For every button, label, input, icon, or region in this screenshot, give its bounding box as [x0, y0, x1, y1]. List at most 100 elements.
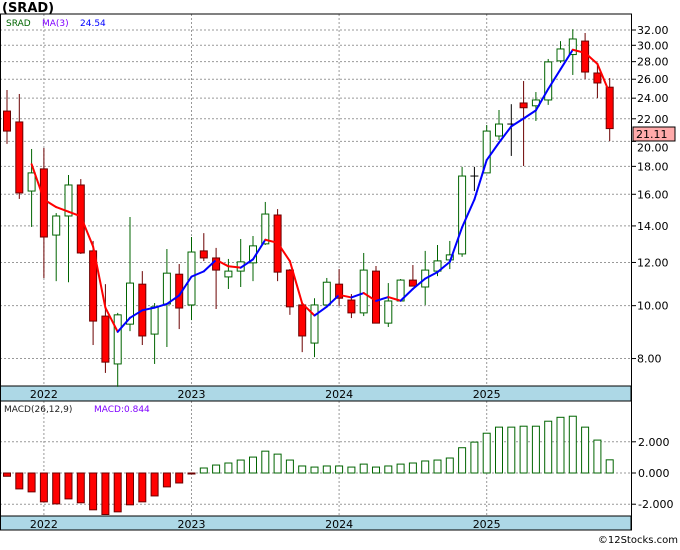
ma-segment — [227, 265, 242, 269]
candle — [482, 125, 491, 174]
macd-bar — [15, 472, 24, 490]
candle-body — [335, 283, 344, 299]
price-tick-label: 24.00 — [637, 92, 669, 105]
candle-body — [113, 314, 122, 365]
macd-tick-label: 0.000 — [638, 467, 670, 480]
macd-bar — [138, 472, 147, 503]
candle-body — [224, 270, 233, 278]
ma-segment — [387, 296, 402, 302]
ma-segment — [239, 258, 254, 269]
candle-body — [39, 168, 48, 238]
candle-body — [310, 304, 319, 344]
candle — [113, 312, 122, 387]
price-tick-label: 20.00 — [637, 141, 669, 154]
macd-bar — [162, 472, 171, 488]
macd-bar — [544, 420, 553, 474]
macd-bar — [531, 425, 540, 474]
x-axis-band-top — [0, 385, 632, 402]
ma-segment — [92, 245, 107, 309]
ma-segment — [116, 316, 131, 333]
macd-tick-label: 2.000 — [638, 436, 670, 449]
year-label: 2022 — [30, 388, 58, 401]
ma-segment — [276, 241, 291, 263]
macd-bar — [261, 450, 270, 474]
chart-title: (SRAD) — [2, 1, 54, 16]
macd-bar — [76, 472, 85, 504]
candle — [212, 247, 221, 310]
macd-bar — [458, 447, 467, 474]
macd-bar — [298, 465, 307, 474]
ma-segment — [596, 62, 611, 95]
candle — [322, 277, 331, 306]
macd-bar — [249, 456, 257, 474]
ma-segment — [399, 287, 414, 302]
ma-segment — [202, 258, 218, 273]
macd-bar — [347, 466, 356, 474]
price-tick-label: 14.00 — [637, 220, 669, 233]
candle — [605, 78, 614, 142]
candle — [519, 81, 528, 166]
candle-body — [162, 272, 171, 305]
candle — [236, 238, 245, 287]
ma-segment — [436, 260, 451, 274]
x-axis-band-bottom — [0, 515, 632, 531]
candle-body — [544, 61, 553, 101]
candle — [458, 166, 467, 257]
candle — [199, 233, 208, 262]
macd-bar — [199, 467, 208, 474]
candle — [544, 58, 553, 105]
ma-segment — [190, 270, 205, 278]
price-tick-label: 26.00 — [637, 73, 669, 86]
candle-body — [126, 282, 134, 325]
candle-body — [495, 123, 503, 137]
macd-bar — [396, 463, 405, 474]
macd-bar — [187, 472, 196, 475]
ma-segment — [461, 198, 476, 229]
ma-segment — [165, 294, 181, 305]
plot-frame — [0, 13, 632, 531]
candle — [408, 265, 417, 287]
macd-bar — [126, 472, 134, 506]
candle-body — [101, 315, 110, 363]
year-label: 2025 — [473, 388, 501, 401]
macd-bar — [593, 439, 602, 474]
candle-body — [605, 86, 614, 130]
price-tick-label: 22.00 — [637, 113, 669, 126]
ma-segment — [264, 238, 279, 244]
macd-bar — [64, 472, 73, 500]
macd-bar — [408, 462, 417, 474]
year-label: 2022 — [30, 518, 58, 531]
candle — [261, 201, 270, 245]
ma-segment — [498, 125, 513, 144]
ma-segment — [104, 306, 119, 333]
candle-body — [199, 250, 208, 259]
macd-bar — [384, 465, 393, 474]
copyright: ©12Stocks.com — [598, 535, 678, 546]
macd-bar — [285, 459, 294, 474]
candle-body — [372, 270, 380, 324]
legend-ma-label: MA(3) — [42, 19, 69, 29]
last-price-box — [632, 126, 676, 142]
price-tick-label: 32.00 — [637, 24, 669, 37]
macd-bar — [150, 472, 159, 497]
ma-segment — [129, 309, 144, 319]
candle — [39, 147, 48, 278]
ma-segment — [510, 117, 525, 128]
ma-segment — [252, 238, 267, 261]
ma-segment — [153, 302, 168, 309]
macd-bar — [519, 425, 528, 474]
macd-bar — [3, 472, 11, 477]
ma-segment — [350, 292, 365, 299]
price-tick-label: 8.00 — [637, 353, 662, 366]
candle — [470, 166, 479, 192]
candle-body — [347, 299, 356, 314]
candle-body — [408, 279, 417, 287]
candle-body — [3, 110, 11, 132]
macd-bar — [556, 416, 565, 474]
candle-body — [187, 251, 196, 306]
legend-symbol: SRAD — [6, 19, 31, 29]
candle-body — [150, 306, 159, 335]
ma-segment — [448, 226, 464, 263]
ma-segment — [67, 210, 82, 218]
macd-bar — [175, 472, 184, 484]
